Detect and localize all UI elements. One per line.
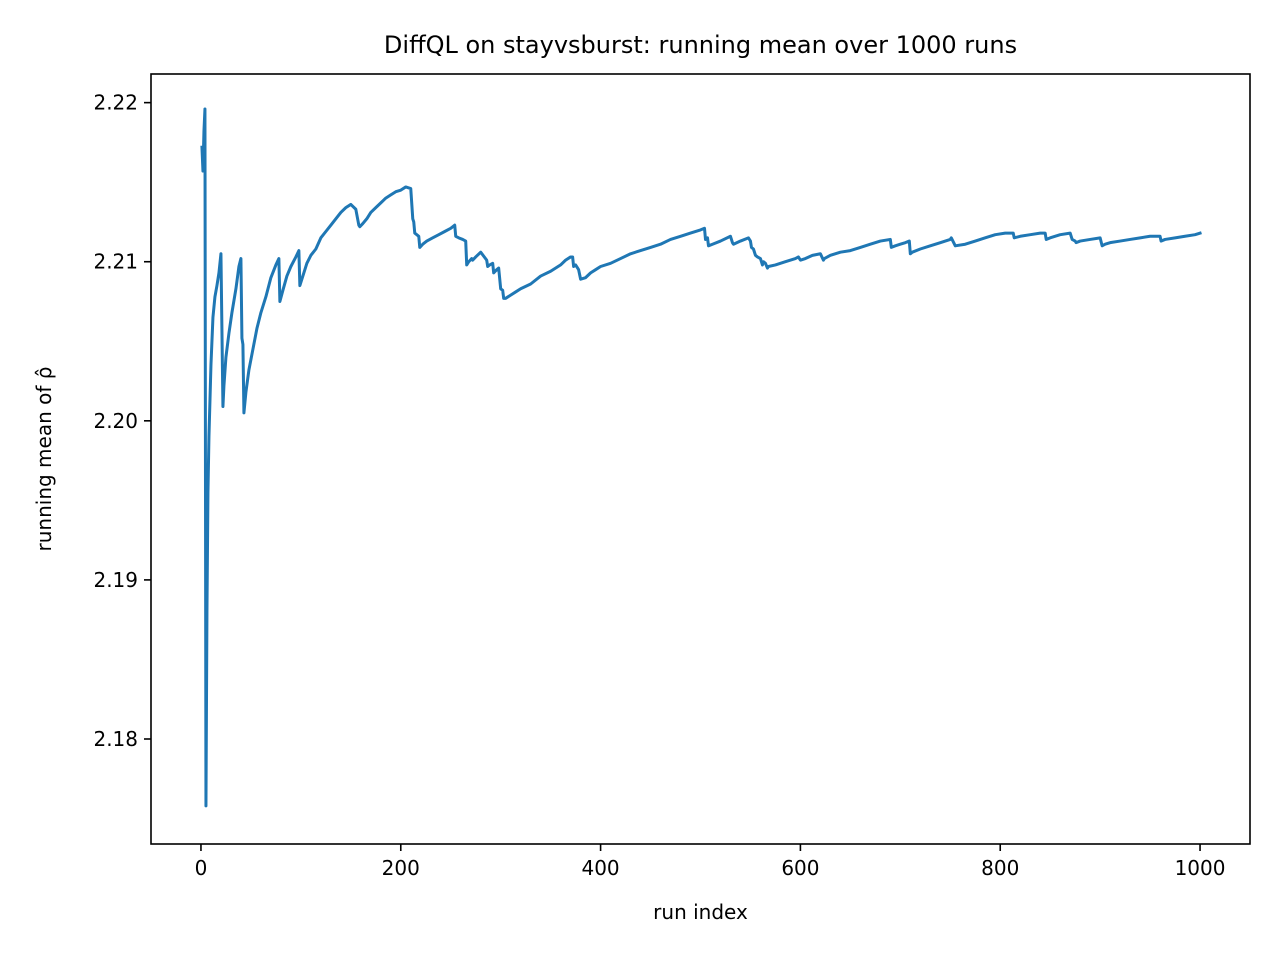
x-tick-label: 0	[195, 856, 208, 880]
y-axis-label-text: running mean of ρ̂	[32, 366, 56, 552]
y-tick-label: 2.22	[93, 91, 138, 115]
chart-title: DiffQL on stayvsburst: running mean over…	[383, 31, 1018, 59]
y-tick-label: 2.18	[93, 727, 138, 751]
y-axis: 2.18 2.19 2.20 2.21 2.22	[93, 91, 151, 751]
series-layer	[200, 107, 1202, 808]
series-line-0	[200, 107, 1202, 808]
plot-frame	[150, 73, 1251, 845]
x-tick-label: 200	[382, 856, 420, 880]
y-tick-label: 2.21	[93, 250, 138, 274]
x-tick-label: 400	[581, 856, 619, 880]
plot-area-background	[151, 74, 1250, 844]
x-tick-label: 600	[781, 856, 819, 880]
x-axis-label: run index	[653, 900, 748, 924]
x-tick-label: 1000	[1175, 856, 1226, 880]
y-tick-label: 2.19	[93, 568, 138, 592]
x-tick-label: 800	[981, 856, 1019, 880]
x-axis: 0 200 400 600 800 1000	[195, 844, 1226, 880]
y-tick-label: 2.20	[93, 409, 138, 433]
